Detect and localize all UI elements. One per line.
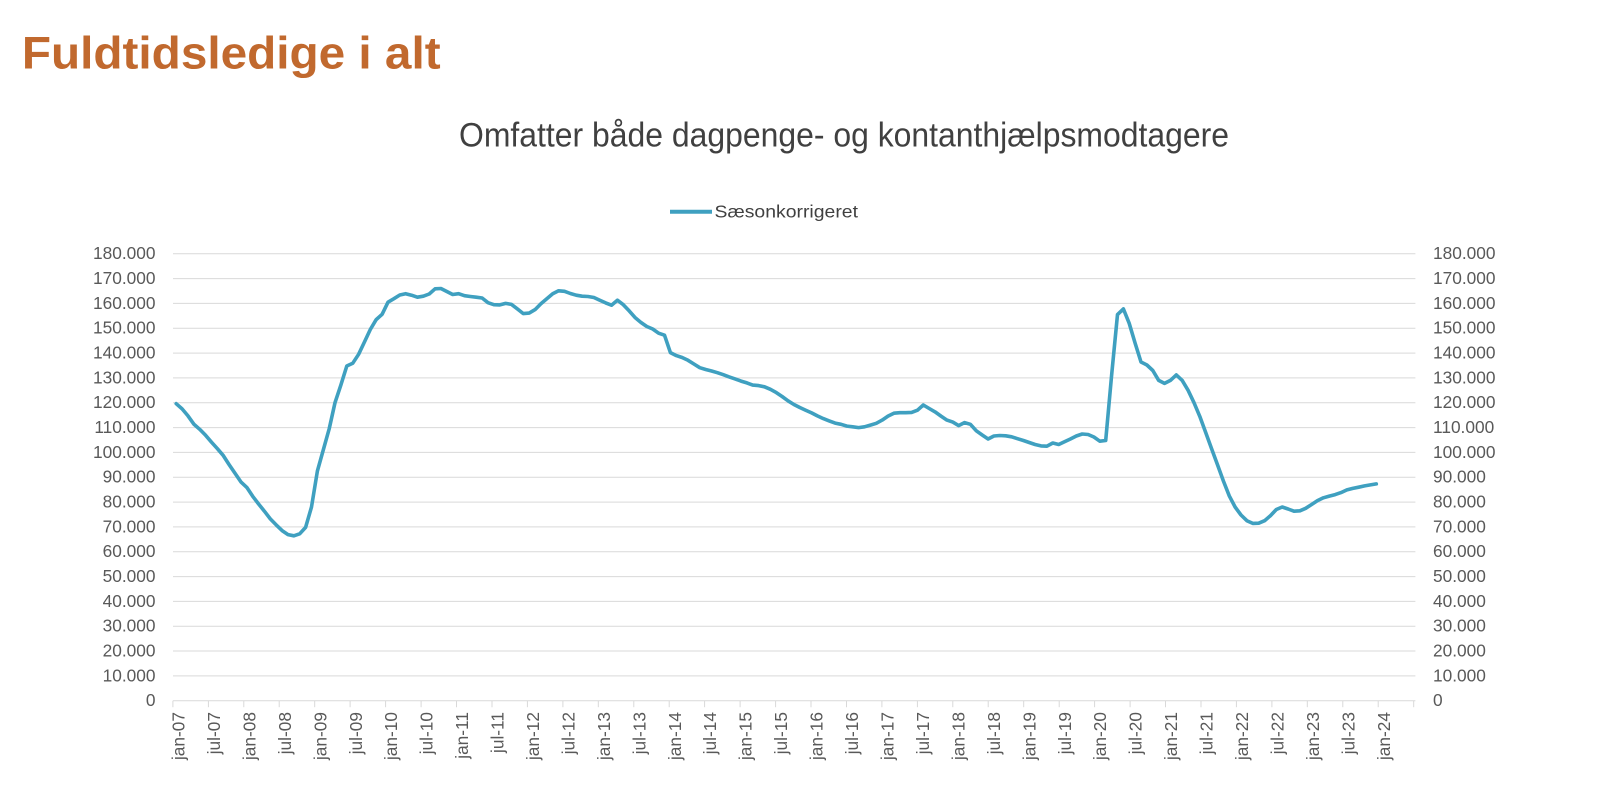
svg-text:jul-19: jul-19 — [1055, 712, 1075, 755]
svg-text:130.000: 130.000 — [1433, 367, 1495, 387]
svg-text:120.000: 120.000 — [93, 392, 155, 412]
svg-text:jan-11: jan-11 — [452, 712, 472, 760]
svg-text:160.000: 160.000 — [93, 293, 155, 313]
svg-text:jul-16: jul-16 — [842, 712, 862, 755]
svg-text:30.000: 30.000 — [103, 616, 156, 636]
svg-text:110.000: 110.000 — [94, 417, 155, 437]
svg-text:150.000: 150.000 — [1433, 318, 1495, 338]
svg-text:Omfatter både dagpenge- og kon: Omfatter både dagpenge- og kontanthjælps… — [459, 117, 1229, 155]
svg-text:jan-20: jan-20 — [1090, 712, 1110, 761]
svg-text:170.000: 170.000 — [93, 268, 155, 288]
svg-text:jan-24: jan-24 — [1374, 712, 1394, 761]
svg-text:80.000: 80.000 — [103, 492, 156, 512]
svg-text:40.000: 40.000 — [103, 591, 156, 611]
svg-text:Sæsonkorrigeret: Sæsonkorrigeret — [715, 202, 859, 222]
svg-text:jan-10: jan-10 — [381, 712, 401, 761]
svg-text:180.000: 180.000 — [93, 243, 155, 263]
svg-text:jul-13: jul-13 — [629, 712, 649, 755]
svg-text:jan-17: jan-17 — [878, 712, 898, 761]
svg-text:jan-19: jan-19 — [1019, 712, 1039, 761]
svg-text:130.000: 130.000 — [93, 367, 155, 387]
svg-text:10.000: 10.000 — [103, 665, 156, 685]
svg-text:60.000: 60.000 — [103, 541, 156, 561]
svg-text:jan-14: jan-14 — [665, 712, 685, 761]
svg-text:180.000: 180.000 — [1433, 243, 1495, 263]
svg-text:70.000: 70.000 — [103, 516, 156, 536]
svg-text:120.000: 120.000 — [1433, 392, 1495, 412]
svg-text:100.000: 100.000 — [1433, 442, 1495, 462]
svg-text:jul-08: jul-08 — [275, 712, 295, 755]
svg-text:jan-18: jan-18 — [948, 712, 968, 761]
svg-text:0: 0 — [1433, 690, 1443, 710]
svg-text:jan-08: jan-08 — [239, 712, 259, 761]
svg-text:140.000: 140.000 — [1433, 343, 1495, 363]
svg-text:110.000: 110.000 — [1433, 417, 1494, 437]
svg-text:jul-09: jul-09 — [346, 712, 366, 755]
svg-text:90.000: 90.000 — [103, 467, 156, 487]
svg-text:90.000: 90.000 — [1433, 467, 1486, 487]
svg-text:0: 0 — [146, 690, 156, 710]
svg-text:jan-16: jan-16 — [807, 712, 827, 761]
svg-text:100.000: 100.000 — [93, 442, 155, 462]
svg-text:jan-13: jan-13 — [594, 712, 614, 761]
svg-text:50.000: 50.000 — [1433, 566, 1486, 586]
svg-text:150.000: 150.000 — [93, 318, 155, 338]
svg-text:30.000: 30.000 — [1433, 616, 1486, 636]
svg-text:80.000: 80.000 — [1433, 492, 1486, 512]
svg-text:70.000: 70.000 — [1433, 516, 1486, 536]
svg-text:jul-18: jul-18 — [984, 712, 1004, 755]
svg-text:50.000: 50.000 — [103, 566, 156, 586]
svg-text:jul-17: jul-17 — [913, 712, 933, 755]
svg-text:10.000: 10.000 — [1433, 665, 1486, 685]
svg-text:jan-21: jan-21 — [1161, 712, 1181, 761]
svg-text:jul-23: jul-23 — [1338, 712, 1358, 755]
svg-text:20.000: 20.000 — [1433, 640, 1486, 660]
svg-text:160.000: 160.000 — [1433, 293, 1495, 313]
svg-text:jul-07: jul-07 — [204, 712, 224, 755]
svg-text:jan-09: jan-09 — [310, 712, 330, 761]
svg-text:jan-22: jan-22 — [1232, 712, 1252, 761]
svg-text:jan-12: jan-12 — [523, 712, 543, 761]
svg-text:jul-12: jul-12 — [559, 712, 579, 755]
svg-text:jul-14: jul-14 — [700, 712, 720, 756]
svg-text:60.000: 60.000 — [1433, 541, 1486, 561]
svg-text:jul-22: jul-22 — [1268, 712, 1288, 755]
svg-text:140.000: 140.000 — [93, 343, 155, 363]
svg-text:40.000: 40.000 — [1433, 591, 1486, 611]
svg-text:jan-23: jan-23 — [1303, 712, 1323, 761]
svg-text:jul-11: jul-11 — [488, 712, 508, 754]
svg-text:Fuldtidsledige i alt: Fuldtidsledige i alt — [22, 27, 441, 78]
svg-text:jan-15: jan-15 — [736, 712, 756, 761]
svg-text:20.000: 20.000 — [103, 640, 156, 660]
svg-text:jul-20: jul-20 — [1126, 712, 1146, 755]
svg-text:jul-10: jul-10 — [417, 712, 437, 755]
svg-text:jul-21: jul-21 — [1197, 712, 1217, 755]
svg-text:170.000: 170.000 — [1433, 268, 1495, 288]
svg-text:jul-15: jul-15 — [771, 712, 791, 755]
svg-text:jan-07: jan-07 — [169, 712, 189, 761]
